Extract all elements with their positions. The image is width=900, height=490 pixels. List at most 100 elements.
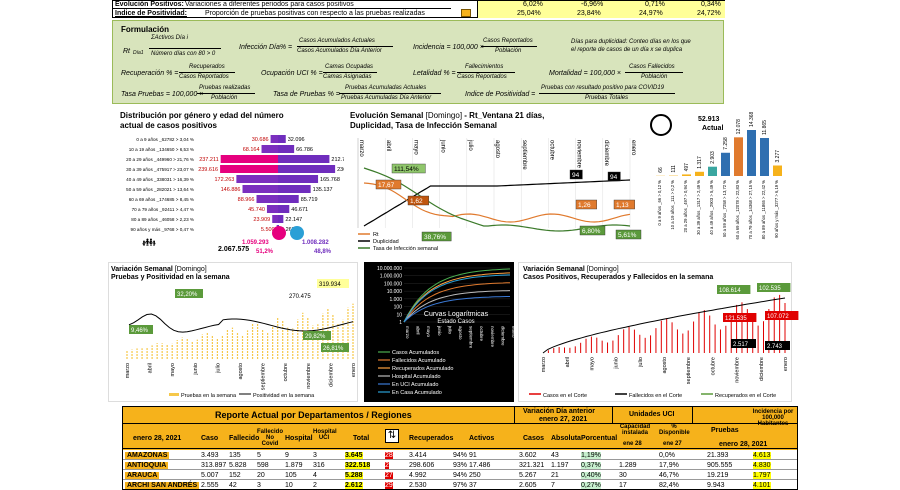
row2-value-1: 25,04% — [517, 10, 541, 17]
label-tasa-end-2-bg — [615, 229, 642, 240]
table-row[interactable]: ARAUCA 5.007 152 20 105 4 5.288 27 4.992 94% 250 5.… — [123, 470, 797, 480]
female-value: 45.740 — [248, 207, 265, 213]
y-tick: 10 — [396, 312, 402, 318]
cell-value: 2.530 — [409, 482, 427, 489]
cell-value: 2 — [313, 482, 317, 489]
label-weekly-2: 102.535 — [759, 286, 781, 292]
deaths-chart: 66 0 a 9 años _66 > 0,12 % 111 10 a 19 años… — [656, 111, 782, 240]
cell-value: 19.219 — [707, 472, 729, 479]
label-rt-mid: 1,62 — [410, 198, 423, 205]
infeccion-num: Casos Acumulados Actuales — [299, 38, 375, 44]
cell-value: 9.943 — [707, 482, 725, 489]
cell-value: 0,37% — [581, 462, 601, 469]
tasa-pruebas2-lhs: Tasa de Pruebas % = — [273, 91, 340, 98]
label-rt-end-1-bg — [575, 199, 597, 210]
recuperacion-num: Recuperados — [189, 64, 225, 70]
weekly-title-1: Variación Semanal [Domingo] — [523, 266, 619, 273]
tests-panel: Variación Semanal [Domingo] Pruebas y Po… — [108, 262, 358, 402]
male-pct: 48,8% — [314, 249, 332, 255]
table-row[interactable]: AMAZONAS 3.493 135 5 9 3 3.645 28 3.414 94% 91 3.60… — [123, 450, 797, 460]
rt-formula-num: ΣActivos Día i — [151, 35, 188, 41]
people-icon: 👪︎ — [142, 237, 156, 249]
age-label: 0 a 9 años _62782 > 3,04 % — [136, 137, 194, 142]
month-label: marzo — [358, 140, 364, 157]
recuperacion-lhs: Recuperación % = — [121, 70, 179, 77]
cell-value: 1.879 — [285, 462, 303, 469]
cell-value: 2.612 — [345, 482, 363, 489]
uci-den: Camas Asignadas — [323, 74, 372, 80]
y-tick: 10.000 — [387, 289, 403, 295]
table-row[interactable]: ANTIOQUIA 313.897 5.828 598 1.879 316 322.518 2… — [123, 460, 797, 470]
y-tick: 1.000.000 — [380, 274, 402, 280]
top-summary-table: Evolución Positivos: Variaciones a difer… — [112, 0, 725, 18]
month-label: diciembre — [500, 326, 505, 346]
cell-value: 250 — [469, 472, 481, 479]
label-dup-2: 94 — [610, 174, 618, 181]
cell-value: 91 — [469, 452, 477, 459]
cell-value: 17 — [619, 482, 627, 489]
weekly-title-2: Casos Positivos, Recuperados y Fallecido… — [523, 274, 714, 281]
cell-value: 3 — [313, 452, 317, 459]
header-var-casos: Casos — [523, 435, 545, 442]
male-value: 4.268 — [281, 227, 295, 233]
cell-value: 37 — [469, 482, 477, 489]
sort-icon[interactable]: ⇅ — [385, 429, 399, 443]
month-label: marzo — [125, 363, 131, 378]
positividad-den: Pruebas Totales — [585, 95, 629, 101]
positividad-lhs: Indice de Positividad = — [465, 91, 536, 98]
month-label: mayo — [412, 140, 418, 155]
log-curves-panel: 10.000.000 1.000.000 100.000 10.000 1.000 100… — [364, 262, 516, 402]
header-recuperados: Recuperados — [409, 435, 454, 442]
label-weekly-4-bg — [765, 311, 799, 320]
female-value: 23.909 — [253, 217, 270, 223]
month-label: agosto — [238, 363, 244, 380]
male-value: 212.744 — [331, 157, 351, 163]
death-bar — [695, 171, 704, 176]
death-value: 1.317 — [697, 156, 703, 169]
female-bar — [261, 145, 278, 153]
cell-value: 30 — [619, 472, 627, 479]
death-label: 90 años y más _3277 > 6,19 % — [774, 180, 779, 238]
cell-value: 4.830 — [753, 462, 771, 469]
cell-value: 2 — [385, 462, 389, 469]
log-curve-3 — [403, 290, 511, 323]
department-name: AMAZONAS — [125, 452, 170, 459]
label-weekly-6-bg — [765, 341, 790, 350]
death-value: 2.903 — [710, 151, 716, 164]
cell-value: 7 — [551, 482, 555, 489]
cell-value: 28 — [385, 452, 393, 459]
label-rt-start-bg — [375, 179, 402, 190]
male-value: 66.786 — [296, 147, 313, 153]
y-tick: 1 — [399, 320, 402, 326]
label-positividad-1-bg — [175, 289, 203, 298]
male-bar — [278, 145, 295, 153]
label-tasa-end-1-bg — [579, 225, 606, 236]
label-dup-2-bg — [607, 171, 621, 182]
month-label: marzo — [541, 357, 547, 372]
female-value: 146.886 — [221, 187, 241, 193]
death-value: 12.078 — [736, 119, 742, 135]
month-label: septiembre — [686, 357, 692, 384]
cell-value: 3.414 — [409, 452, 427, 459]
label-positividad-3: 29,82% — [305, 334, 326, 340]
death-label: 20 a 29 años _497 > 0,94 % — [683, 180, 688, 233]
legend-swatch — [169, 393, 179, 396]
label-tasa-mid: 38,76% — [424, 234, 446, 241]
female-value: 172.263 — [214, 177, 234, 183]
label-tasa-start-bg — [391, 163, 426, 174]
tasa-pruebas-num: Pruebas realizadas — [199, 85, 251, 91]
letalidad-num: Fallecimientos — [465, 64, 504, 70]
table-row[interactable]: ARCHI SAN ANDRÉS 2.555 42 3 10 2 2.612 29 2.530 9… — [123, 480, 797, 489]
pyramid-title-1: Distribución por género y edad del númer… — [120, 111, 284, 120]
evolution-panel: Evolución Semanal [Domingo] - Rt_Ventana… — [344, 108, 642, 258]
recuperados-line — [542, 297, 786, 354]
legend-label: Fallecidos en el Corte — [629, 393, 682, 399]
cell-value: 598 — [257, 462, 269, 469]
legend-label: Recuperados Acumulado — [392, 366, 453, 372]
age-label: 80 a 89 años _46058 > 2,23 % — [131, 217, 194, 222]
label-positividad-4-bg — [321, 343, 349, 352]
female-bar — [236, 175, 278, 183]
month-label: enero — [351, 363, 357, 377]
cell-value: 29 — [385, 482, 393, 489]
uci-lhs: Ocupación UCI % = — [261, 70, 323, 77]
